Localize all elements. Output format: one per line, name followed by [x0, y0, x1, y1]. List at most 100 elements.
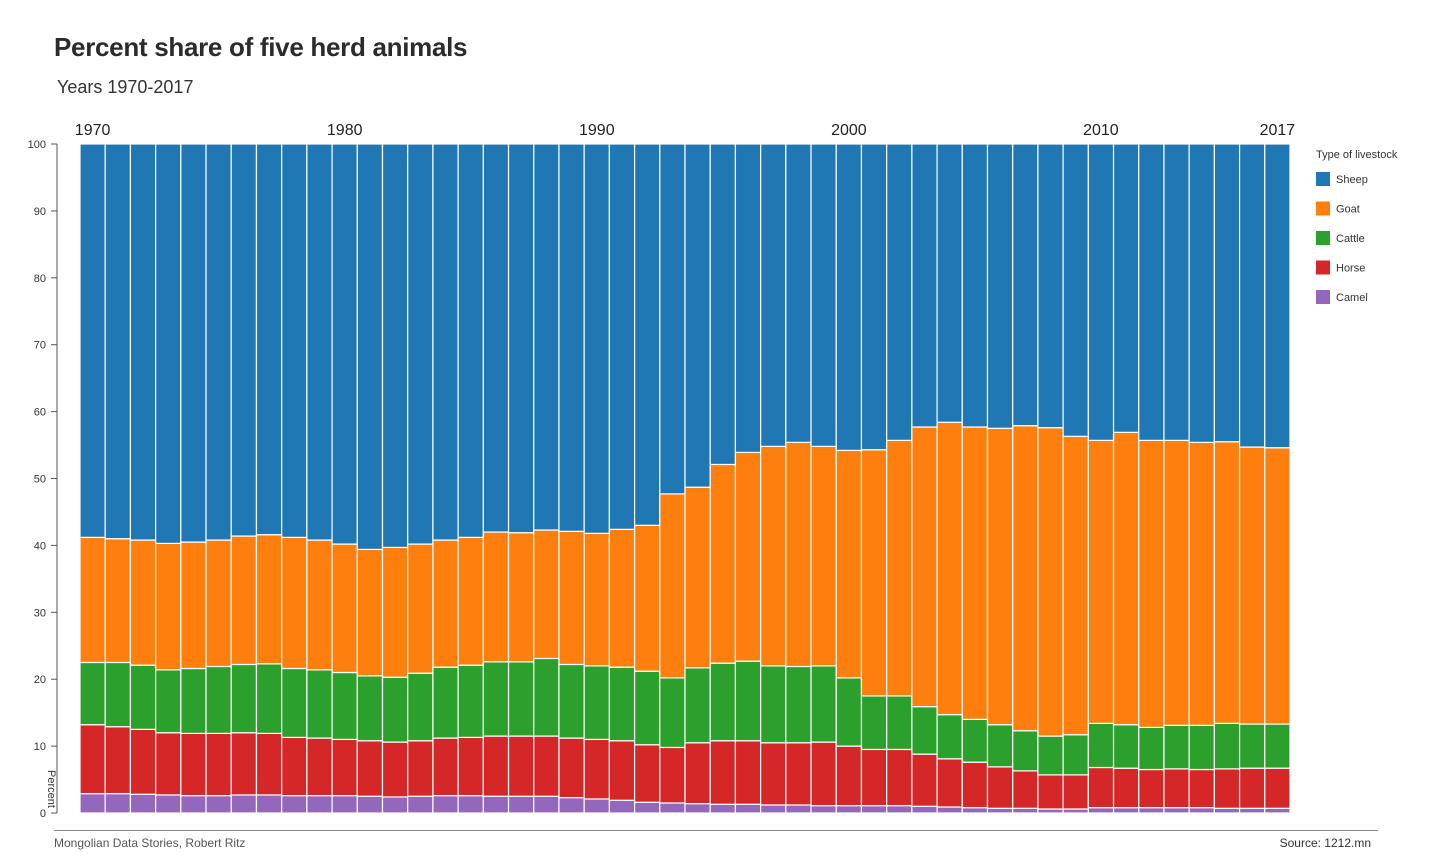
bar-segment-cattle-1976 — [230, 663, 258, 734]
bar-segment-horse-1970 — [79, 724, 106, 795]
bar-segment-horse-2011 — [1112, 767, 1140, 809]
bar-segment-sheep-2016 — [1238, 143, 1266, 448]
bar-segment-sheep-1972 — [129, 143, 157, 541]
bar-segment-horse-2010 — [1087, 766, 1115, 809]
bar-segment-camel-2014 — [1188, 807, 1215, 814]
bar-segment-sheep-1998 — [785, 143, 812, 443]
bar-segment-camel-1997 — [760, 804, 787, 814]
bar-segment-sheep-2000 — [835, 143, 863, 451]
bar-segment-horse-1971 — [104, 726, 132, 795]
footer-source: Source: 1212.mn — [1279, 836, 1371, 850]
bar-segment-sheep-1977 — [255, 143, 283, 536]
bar-segment-camel-1981 — [356, 795, 384, 814]
bar-segment-sheep-1992 — [633, 143, 661, 526]
bar-segment-cattle-1979 — [306, 669, 333, 739]
bar-segment-sheep-1996 — [734, 143, 762, 454]
bar-segment-sheep-1978 — [281, 143, 308, 538]
bar-segment-cattle-1993 — [659, 677, 686, 749]
bar-segment-camel-1988 — [533, 795, 560, 814]
bar-segment-camel-1998 — [785, 804, 812, 814]
bar-segment-camel-1996 — [734, 803, 762, 814]
bar-segment-sheep-1984 — [432, 143, 459, 541]
bar-segment-goat-1994 — [684, 486, 711, 669]
bar-segment-camel-1990 — [583, 798, 610, 814]
bar-segment-horse-1977 — [255, 732, 283, 796]
bar-segment-sheep-1981 — [356, 143, 384, 551]
bar-segment-cattle-1995 — [709, 662, 737, 742]
bar-segment-sheep-2001 — [860, 143, 888, 451]
chart-subtitle: Years 1970-2017 — [57, 77, 194, 97]
y-tick-label: 0 — [40, 808, 46, 820]
bar-segment-camel-2006 — [986, 807, 1014, 814]
y-tick-label: 40 — [34, 540, 46, 552]
year-label-1990: 1990 — [579, 122, 615, 139]
bar-segment-cattle-2012 — [1138, 726, 1165, 771]
bar-segment-camel-2008 — [1037, 808, 1064, 814]
legend-swatch-cattle — [1316, 231, 1330, 245]
footer-divider — [54, 830, 1378, 831]
year-label-2010: 2010 — [1083, 122, 1119, 139]
legend-swatch-sheep — [1316, 172, 1330, 186]
bar-segment-horse-2017 — [1264, 767, 1291, 809]
bar-segment-horse-1996 — [734, 740, 762, 805]
bar-segment-horse-2007 — [1012, 770, 1039, 809]
bar-segment-sheep-1993 — [659, 143, 686, 495]
bar-segment-camel-1993 — [659, 802, 686, 814]
bar-segment-goat-1988 — [533, 529, 560, 660]
bar-segment-cattle-2016 — [1238, 723, 1266, 769]
year-label-1970: 1970 — [75, 122, 111, 139]
bar-segment-sheep-2017 — [1264, 143, 1291, 449]
bar-segment-horse-2001 — [860, 748, 888, 807]
bar-segment-cattle-1992 — [633, 670, 661, 746]
bar-segment-camel-1994 — [684, 803, 711, 814]
bar-segment-sheep-2002 — [886, 143, 913, 441]
bar-segment-horse-2006 — [986, 766, 1014, 809]
bar-segment-horse-1974 — [180, 732, 207, 797]
bar-segment-goat-1975 — [205, 539, 232, 668]
bar-segment-horse-1987 — [507, 735, 535, 797]
bar-segment-goat-1981 — [356, 548, 384, 677]
bar-segment-camel-1987 — [507, 795, 535, 814]
bar-segment-camel-2003 — [911, 805, 938, 814]
bar-segment-camel-2007 — [1012, 807, 1039, 814]
bar-segment-camel-2005 — [961, 807, 989, 814]
bar-segment-cattle-2013 — [1163, 724, 1190, 770]
bar-segment-horse-2014 — [1188, 768, 1215, 809]
bar-segment-sheep-2015 — [1213, 143, 1241, 443]
bar-segment-camel-1979 — [306, 795, 333, 814]
bar-segment-cattle-1971 — [104, 661, 132, 728]
bar-segment-cattle-1989 — [558, 663, 585, 739]
bar-segment-camel-1983 — [407, 795, 434, 814]
bar-segment-horse-1985 — [457, 736, 484, 797]
bar-segment-cattle-1975 — [205, 665, 232, 734]
bar-segment-sheep-2010 — [1087, 143, 1115, 441]
bar-segment-camel-1977 — [255, 794, 283, 814]
footer-credit: Mongolian Data Stories, Robert Ritz — [54, 836, 246, 850]
bar-segment-goat-2013 — [1163, 439, 1190, 726]
bar-segment-sheep-1988 — [533, 143, 560, 531]
bar-segment-horse-1975 — [205, 732, 232, 797]
bar-segment-goat-1991 — [608, 528, 636, 668]
bar-segment-goat-2009 — [1062, 435, 1089, 736]
legend-label-horse: Horse — [1336, 263, 1365, 275]
bar-segment-cattle-1987 — [507, 661, 535, 737]
bar-segment-cattle-2003 — [911, 706, 938, 755]
bar-segment-cattle-2017 — [1264, 723, 1291, 769]
bar-segment-camel-1973 — [155, 794, 182, 814]
y-tick-label: 60 — [34, 407, 46, 419]
bar-segment-goat-1985 — [457, 536, 484, 666]
bar-segment-sheep-2005 — [961, 143, 989, 428]
bar-segment-camel-2011 — [1112, 807, 1140, 814]
bar-segment-goat-2006 — [986, 427, 1014, 726]
bar-segment-goat-2004 — [936, 421, 963, 716]
bar-segment-sheep-2007 — [1012, 143, 1039, 427]
bar-segment-cattle-1985 — [457, 664, 484, 739]
bar-segment-cattle-1990 — [583, 665, 610, 741]
y-tick-label: 70 — [34, 340, 46, 352]
bar-segment-horse-2005 — [961, 761, 989, 809]
bar-segment-cattle-1970 — [79, 661, 106, 726]
bar-segment-goat-1977 — [255, 534, 283, 665]
bar-segment-goat-1999 — [810, 445, 837, 667]
bar-segment-sheep-2013 — [1163, 143, 1190, 441]
bar-segment-cattle-1978 — [281, 667, 308, 739]
